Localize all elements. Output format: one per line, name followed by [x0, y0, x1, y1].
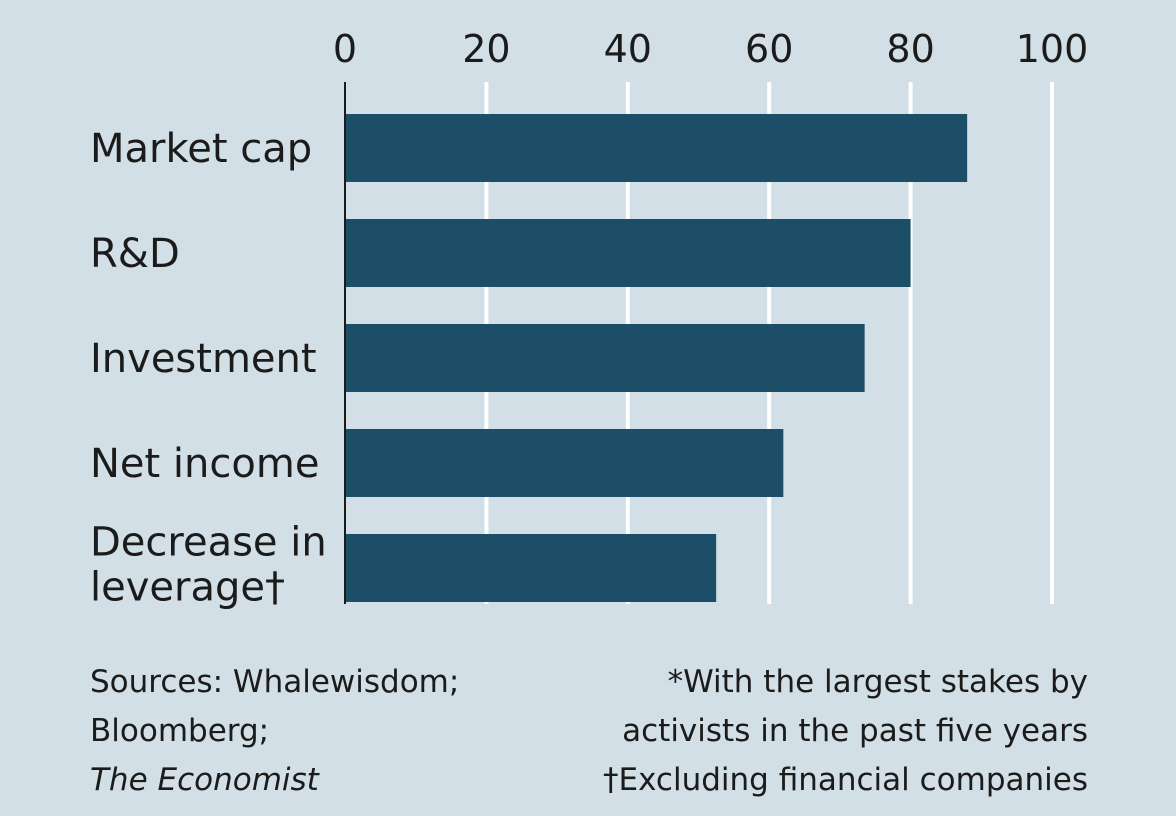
category-label-2: Investment — [90, 336, 317, 382]
x-tick-label-20: 20 — [462, 27, 510, 71]
sources-note: Sources: Whalewisdom; Bloomberg; The Eco… — [90, 658, 459, 805]
category-label-4: Decrease in leverage† — [90, 520, 327, 611]
bar-0 — [345, 114, 968, 182]
category-label-1: R&D — [90, 231, 180, 277]
bar-chart-svg: 0 20 40 60 80 100 Market cap R&D Investment Net … — [90, 27, 1089, 611]
x-tick-label-40: 40 — [604, 27, 652, 71]
bar-1 — [345, 219, 911, 287]
x-tick-label-100: 100 — [1016, 27, 1089, 71]
footnotes: *With the largest stakes by activists in… — [603, 658, 1088, 805]
sources-line-2: Bloomberg; — [90, 713, 270, 749]
x-tick-label-0: 0 — [333, 27, 357, 71]
x-tick-label-80: 80 — [886, 27, 934, 71]
bar-3 — [345, 429, 784, 497]
category-label-0: Market cap — [90, 126, 312, 172]
x-tick-label-60: 60 — [745, 27, 793, 71]
category-label-3: Net income — [90, 441, 319, 487]
sources-line-1: Sources: Whalewisdom; — [90, 664, 460, 700]
sources-line-3: The Economist — [90, 762, 319, 798]
footnote-line-1: *With the largest stakes by — [667, 664, 1088, 700]
footnote-line-3: †Excluding financial companies — [603, 762, 1088, 798]
footnote-line-2: activists in the past five years — [622, 713, 1088, 749]
bar-4 — [345, 534, 717, 602]
bar-2 — [345, 324, 865, 392]
